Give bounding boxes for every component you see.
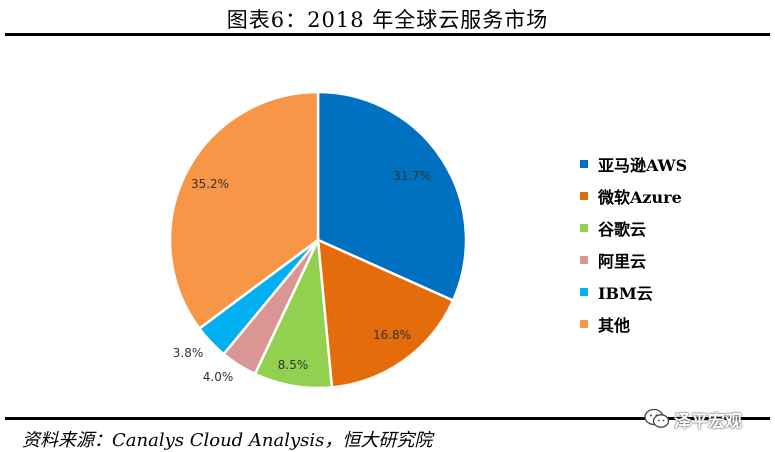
- legend-swatch: [580, 288, 588, 296]
- pie-chart: 31.7% 16.8% 8.5% 4.0% 3.8% 35.2%: [168, 90, 468, 390]
- pie-slice-5: [168, 90, 320, 331]
- legend-item-0: 亚马逊AWS: [580, 148, 760, 180]
- legend-item-3: 阿里云: [580, 244, 760, 276]
- legend-item-4: IBM云: [580, 276, 760, 308]
- source-note: 资料来源：Canalys Cloud Analysis，恒大研究院: [22, 430, 433, 451]
- legend-label: 其他: [598, 316, 631, 335]
- pie-slice-0: [316, 90, 468, 303]
- legend-label: 谷歌云: [598, 220, 647, 239]
- data-label-2: 8.5%: [278, 358, 309, 372]
- top-rule: [5, 33, 770, 36]
- watermark: 泽平宏观: [644, 405, 742, 433]
- legend-label: 亚马逊AWS: [598, 156, 688, 175]
- legend-swatch: [580, 256, 588, 264]
- chart-title: 图表6：2018 年全球云服务市场: [226, 8, 549, 32]
- legend-item-1: 微软Azure: [580, 180, 760, 212]
- wechat-icon: [644, 408, 670, 428]
- data-label-4: 3.8%: [173, 346, 204, 360]
- legend-swatch: [580, 224, 588, 232]
- chart-legend: 亚马逊AWS 微软Azure 谷歌云阿里云 IBM云其他: [580, 148, 760, 340]
- legend-swatch: [580, 320, 588, 328]
- legend-item-5: 其他: [580, 308, 760, 340]
- legend-label: 阿里云: [598, 252, 647, 271]
- data-label-5: 35.2%: [191, 177, 229, 191]
- legend-label: IBM云: [598, 284, 653, 303]
- bottom-rule: [5, 417, 770, 420]
- legend-item-2: 谷歌云: [580, 212, 760, 244]
- legend-swatch: [580, 192, 588, 200]
- pie-slice-1: [316, 237, 455, 389]
- legend-label: 微软Azure: [598, 188, 682, 207]
- legend-swatch: [580, 160, 588, 168]
- data-label-3: 4.0%: [203, 370, 234, 384]
- data-label-1: 16.8%: [373, 328, 411, 342]
- data-label-0: 31.7%: [393, 169, 431, 183]
- watermark-text: 泽平宏观: [674, 411, 742, 432]
